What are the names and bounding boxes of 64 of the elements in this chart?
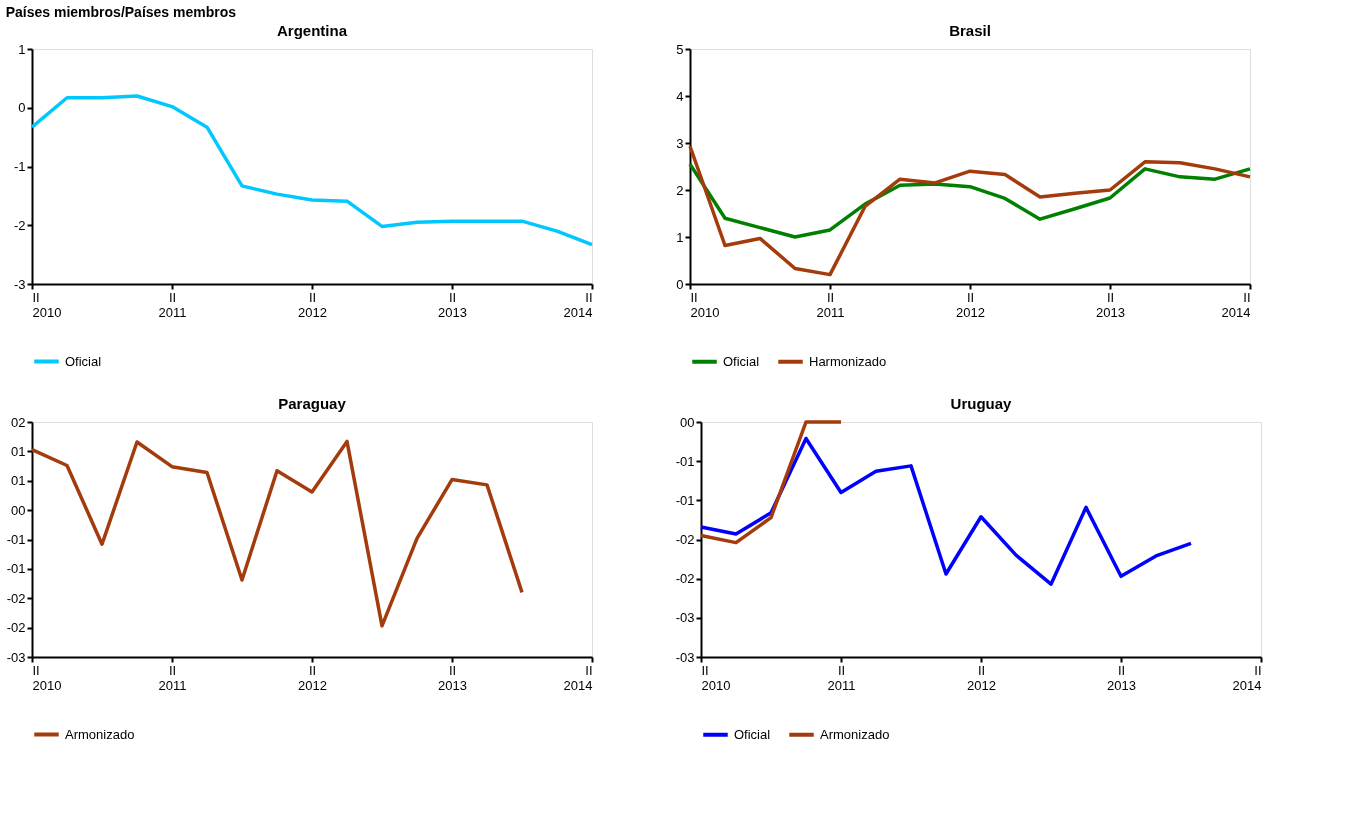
y-tick-label: 0 (676, 276, 684, 292)
line-series (688, 144, 1252, 277)
x-tick-label: II 2011 (827, 662, 856, 693)
y-tick-label: 01 (11, 443, 26, 459)
y-tick-label: 1 (676, 229, 684, 245)
text: Países miembros/Países membros (5, 3, 237, 20)
legend-label: Oficial (723, 353, 760, 369)
y-tick-label: 02 (11, 414, 26, 430)
legend-label: Oficial (65, 353, 102, 369)
x-tick-label: II 2011 (158, 662, 187, 693)
x-tick-label: II 2010 (701, 662, 731, 693)
y-tick-label: -03 (675, 610, 695, 626)
y-tick-label: -2 (13, 217, 26, 233)
y-tick-label: 4 (676, 88, 684, 104)
chart-title: Argentina (276, 22, 348, 39)
line-series (30, 439, 524, 628)
legend-label: Armonizado (820, 726, 890, 742)
line-series (30, 94, 594, 247)
legend-label: Harmonizado (809, 353, 887, 369)
legend-label: Oficial (734, 726, 771, 742)
y-tick-label: 00 (11, 502, 26, 518)
chart-title: Uruguay (950, 395, 1013, 412)
x-tick-label: II 2012 (967, 662, 996, 693)
y-tick-label: -02 (675, 571, 695, 587)
x-tick-label: II 2013 (438, 289, 467, 320)
y-tick-label: 0 (18, 100, 26, 116)
x-tick-label: II 2012 (298, 289, 327, 320)
y-tick-label: -02 (6, 620, 26, 636)
x-tick-label: II 2013 (1096, 289, 1125, 320)
x-tick-label: II 2014 (563, 289, 593, 320)
x-tick-label: II 2010 (32, 289, 62, 320)
y-tick-label: -01 (675, 453, 695, 469)
y-tick-label: -01 (675, 492, 695, 508)
x-tick-label: II 2010 (690, 289, 720, 320)
x-tick-label: II 2013 (1107, 662, 1136, 693)
y-tick-label: -02 (6, 590, 26, 606)
x-tick-label: II 2012 (298, 662, 327, 693)
x-tick-label: II 2014 (1232, 662, 1262, 693)
y-tick-label: 1 (18, 41, 26, 57)
y-tick-label: -03 (675, 649, 695, 665)
y-tick-label: 5 (676, 41, 684, 57)
x-tick-label: II 2012 (956, 289, 985, 320)
y-tick-label: -01 (6, 532, 26, 547)
y-tick-label: -03 (6, 649, 26, 665)
x-tick-label: II 2010 (32, 662, 62, 693)
chart-title: Paraguay (278, 395, 347, 412)
y-tick-label: -3 (13, 276, 26, 292)
x-tick-label: II 2013 (438, 662, 467, 693)
y-tick-label: 2 (676, 182, 684, 198)
y-tick-label: 01 (11, 473, 26, 489)
line-series (699, 436, 1193, 586)
x-tick-label: II 2011 (816, 289, 845, 320)
y-tick-label: -1 (13, 159, 26, 174)
legend-label: Armonizado (65, 726, 135, 742)
chart-title: Brasil (949, 22, 991, 39)
x-tick-label: II 2014 (1221, 289, 1251, 320)
y-tick-label: -01 (6, 561, 26, 577)
x-tick-label: II 2014 (563, 662, 593, 693)
line-series (699, 420, 843, 545)
line-series (688, 162, 1252, 239)
y-tick-label: 00 (680, 414, 695, 430)
x-tick-label: II 2011 (158, 289, 187, 320)
y-tick-label: -02 (675, 532, 695, 547)
y-tick-label: 3 (676, 135, 684, 151)
